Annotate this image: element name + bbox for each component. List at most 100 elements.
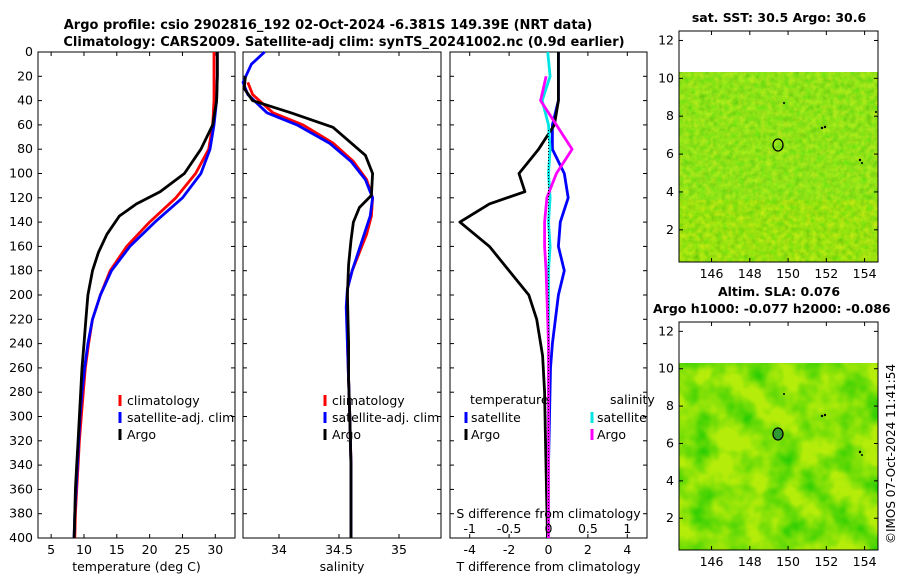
depth-tick-label: 280 <box>9 384 33 399</box>
legend-label: Argo <box>127 427 156 442</box>
depth-tick-label: 320 <box>9 433 33 448</box>
sla-argo-marker <box>772 427 784 441</box>
map-x-tick-label: 148 <box>738 554 762 569</box>
map-y-tick-label: 10 <box>658 361 674 376</box>
sst-argo-marker <box>772 138 784 152</box>
depth-tick-label: 340 <box>9 457 33 472</box>
sla-map-subtitle: Argo h1000: -0.077 h2000: -0.086 <box>653 301 891 316</box>
temperature-axes-frame <box>37 51 236 539</box>
temperature-xlabel: temperature (deg C) <box>72 559 201 574</box>
map-x-tick-label: 150 <box>776 266 800 281</box>
differences-profile-plot: -4 -2 0 2 4 T difference from climatology temp… <box>449 51 655 574</box>
x-tick-label: 25 <box>175 542 191 557</box>
map-y-tick-label: 4 <box>666 184 674 199</box>
map-y-tick-label: 10 <box>658 70 674 85</box>
sst-map-panel: sat. SST: 30.5 Argo: 30.6 146 148 150 152 15… <box>658 10 879 281</box>
x-tick-label: 10 <box>76 542 92 557</box>
map-y-tick-label: 4 <box>666 473 674 488</box>
depth-tick-label: 100 <box>9 166 33 181</box>
map-y-tick-label: 12 <box>658 323 674 338</box>
map-y-tick-label: 2 <box>666 222 674 237</box>
legend-label: satellite <box>597 410 647 425</box>
map-x-tick-label: 152 <box>814 554 838 569</box>
series-line-temperature-argo <box>458 52 560 539</box>
sst-map-field <box>679 72 878 262</box>
x-tick-label: -2 <box>503 542 515 557</box>
depth-tick-label: 400 <box>9 530 33 545</box>
legend-label: climatology <box>127 393 200 408</box>
differences-xlabel: T difference from climatology <box>455 559 641 574</box>
series-line-argo <box>72 52 219 539</box>
series-line-argo <box>242 76 375 538</box>
s-tick-label: -0.5 <box>497 521 521 536</box>
depth-tick-label: 140 <box>9 214 33 229</box>
x-tick-label: 35 <box>391 542 407 557</box>
s-tick-label: -1 <box>463 521 475 536</box>
depth-tick-label: 40 <box>17 93 33 108</box>
sla-map-field <box>679 363 878 550</box>
x-tick-label: 0 <box>545 542 553 557</box>
sla-map-panel: Altim. SLA: 0.076 Argo h1000: -0.077 h20… <box>653 284 891 569</box>
x-tick-label: 34.5 <box>325 542 353 557</box>
sst-map-frame <box>678 30 879 263</box>
depth-tick-label: 240 <box>9 336 33 351</box>
x-tick-label: 4 <box>623 542 631 557</box>
footer-stamp: ©IMOS 07-Oct-2024 11:41:54 <box>884 364 898 544</box>
map-y-tick-label: 6 <box>666 146 674 161</box>
map-y-tick-label: 12 <box>658 32 674 47</box>
legend-label: Argo <box>332 427 361 442</box>
depth-tick-label: 20 <box>17 68 33 83</box>
series-line-temperature-satellite <box>546 52 570 539</box>
x-tick-label: -4 <box>463 542 476 557</box>
salinity-profile-plot: 34 34.5 35 salinity climatology satellite-adj… <box>241 50 442 574</box>
depth-tick-label: 60 <box>17 117 33 132</box>
depth-tick-label: 180 <box>9 263 33 278</box>
legend-label: satellite-adj. clim <box>127 410 234 425</box>
x-tick-label: 2 <box>584 542 592 557</box>
x-tick-label: 15 <box>109 542 125 557</box>
x-tick-label: 5 <box>47 542 55 557</box>
x-tick-label: 34 <box>271 542 287 557</box>
temperature-profile-plot: 0 20 40 60 80 100 120 140 160 180 200 220 240 260 280 3… <box>9 44 236 574</box>
legend-label: Argo <box>471 427 500 442</box>
x-tick-label: 20 <box>142 542 158 557</box>
depth-tick-label: 80 <box>17 141 33 156</box>
map-y-tick-label: 8 <box>666 108 674 123</box>
salinity-xlabel: salinity <box>320 559 365 574</box>
map-x-tick-label: 146 <box>700 554 724 569</box>
x-tick-label: 30 <box>207 542 223 557</box>
figure-title-line2: Climatology: CARS2009. Satellite-adj cli… <box>63 35 624 50</box>
map-x-tick-label: 150 <box>776 554 800 569</box>
legend-label: Argo <box>597 427 626 442</box>
legend-label: satellite <box>471 410 521 425</box>
s-difference-label: S difference from climatology <box>456 506 641 521</box>
legend-title-salinity: salinity <box>610 392 655 407</box>
sla-map-frame <box>678 321 879 551</box>
map-x-tick-label: 152 <box>814 266 838 281</box>
legend-label: climatology <box>332 393 405 408</box>
legend-title-temperature: temperature <box>470 392 549 407</box>
s-tick-label: 1 <box>623 521 631 536</box>
map-x-tick-label: 146 <box>700 266 724 281</box>
salinity-axes-frame <box>242 51 442 539</box>
depth-tick-label: 360 <box>9 481 33 496</box>
s-tick-label: 0.5 <box>578 521 598 536</box>
depth-tick-label: 0 <box>25 44 33 59</box>
depth-tick-label: 380 <box>9 506 33 521</box>
depth-tick-label: 260 <box>9 360 33 375</box>
s-tick-label: 0 <box>545 521 553 536</box>
map-x-tick-label: 148 <box>738 266 762 281</box>
map-y-tick-label: 8 <box>666 398 674 413</box>
map-y-tick-label: 6 <box>666 435 674 450</box>
figure-title-line1: Argo profile: csio 2902816_192 02-Oct-20… <box>64 18 593 33</box>
depth-tick-label: 120 <box>9 190 33 205</box>
map-x-tick-label: 154 <box>853 554 877 569</box>
sst-map-title: sat. SST: 30.5 Argo: 30.6 <box>692 10 867 25</box>
depth-tick-label: 300 <box>9 409 33 424</box>
map-y-tick-label: 2 <box>666 510 674 525</box>
map-x-tick-label: 154 <box>853 266 877 281</box>
depth-tick-label: 200 <box>9 287 33 302</box>
legend-label: satellite-adj. clim <box>332 410 439 425</box>
depth-tick-label: 220 <box>9 311 33 326</box>
